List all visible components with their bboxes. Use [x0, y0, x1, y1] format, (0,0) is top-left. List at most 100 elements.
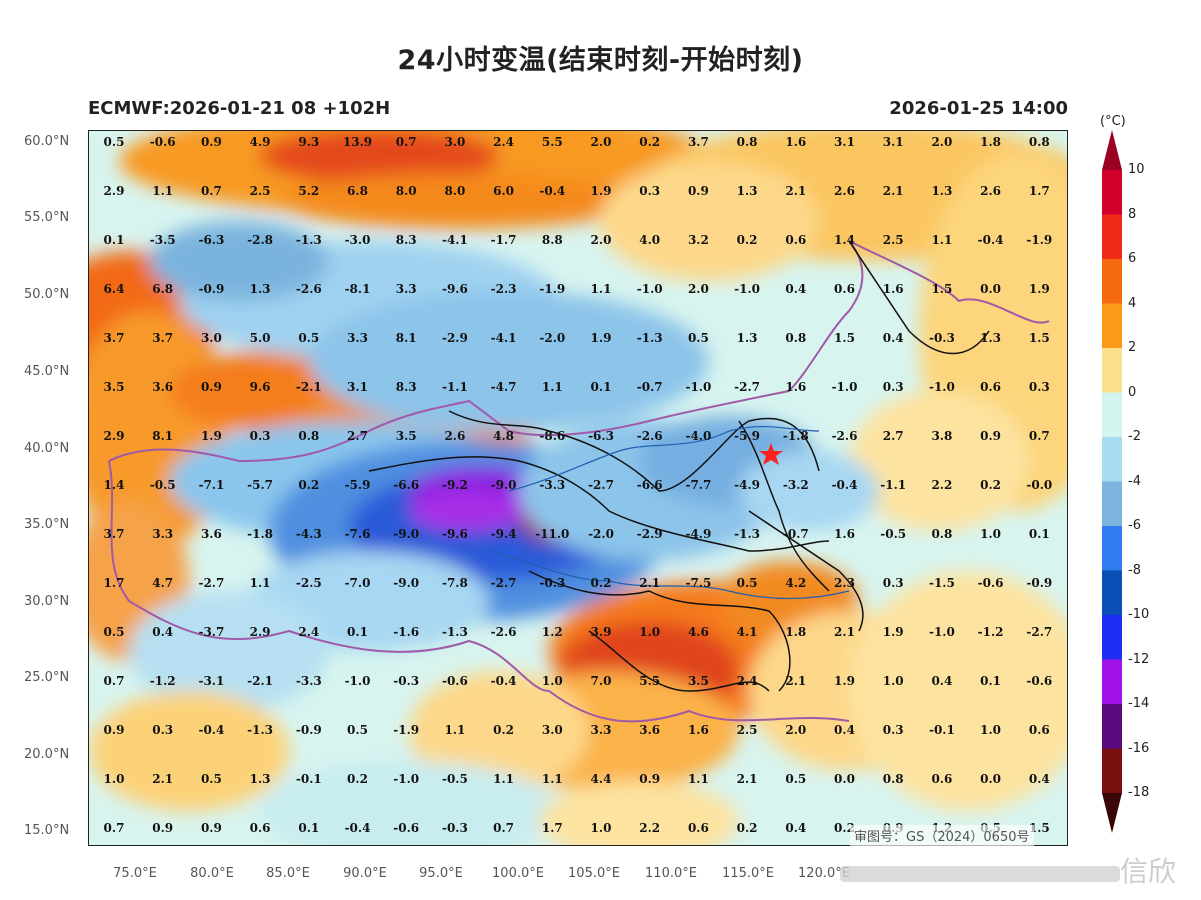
grid-value: 0.3 — [883, 576, 904, 590]
grid-value: -9.4 — [491, 527, 517, 541]
grid-value: -0.9 — [1026, 576, 1052, 590]
grid-value: -0.4 — [539, 184, 565, 198]
grid-value: 0.8 — [1029, 135, 1050, 149]
grid-value: 2.0 — [591, 135, 612, 149]
grid-value: 3.1 — [834, 135, 855, 149]
grid-value: 3.6 — [152, 380, 173, 394]
valid-time-label: 2026-01-25 14:00 — [889, 98, 1068, 119]
grid-value: 1.7 — [104, 576, 125, 590]
grid-value: -1.1 — [442, 380, 468, 394]
grid-value: -1.0 — [832, 380, 858, 394]
lat-label: 25.0°N — [24, 670, 70, 685]
grid-value: 0.6 — [785, 233, 806, 247]
grid-value: 2.5 — [737, 723, 758, 737]
grid-value: 2.9 — [250, 625, 271, 639]
colorbar-tick-label: -6 — [1128, 518, 1141, 533]
grid-value: -4.9 — [685, 527, 711, 541]
colorbar-tick-label: 4 — [1128, 295, 1137, 311]
grid-value: -2.9 — [637, 527, 663, 541]
grid-value: 1.1 — [542, 772, 563, 786]
grid-value: -2.6 — [491, 625, 517, 639]
colorbar-tick-label: -10 — [1128, 607, 1150, 622]
lon-label: 120.0°E — [798, 866, 850, 881]
grid-value: 1.9 — [1029, 282, 1050, 296]
lat-label: 45.0°N — [24, 364, 70, 379]
grid-value: 4.4 — [591, 772, 612, 786]
grid-value: -7.0 — [345, 576, 371, 590]
colorbar-segment — [1102, 437, 1122, 482]
grid-value: -11.0 — [535, 527, 569, 541]
grid-value: -8.6 — [539, 429, 565, 443]
grid-value: -4.1 — [491, 331, 517, 345]
grid-value: 0.5 — [785, 772, 806, 786]
grid-value: 0.9 — [104, 723, 125, 737]
lat-label: 60.0°N — [24, 134, 70, 149]
grid-value: -9.0 — [491, 478, 517, 492]
grid-value: -1.2 — [150, 674, 176, 688]
grid-value: 0.2 — [347, 772, 368, 786]
grid-value: 1.1 — [542, 380, 563, 394]
map-approval-number: 审图号：GS（2024）0650号 — [850, 825, 1034, 846]
grid-value: -7.7 — [685, 478, 711, 492]
grid-value: 2.1 — [152, 772, 173, 786]
grid-value: 1.0 — [883, 674, 904, 688]
grid-value: 3.0 — [201, 331, 222, 345]
grid-value: 8.3 — [396, 380, 417, 394]
grid-value: -1.6 — [393, 625, 419, 639]
grid-value: 0.1 — [104, 233, 125, 247]
grid-value: -2.6 — [296, 282, 322, 296]
model-run-label: ECMWF:2026-01-21 08 +102H — [88, 98, 391, 119]
lat-label: 40.0°N — [24, 441, 70, 456]
grid-value: -2.5 — [296, 576, 322, 590]
grid-value: -9.0 — [393, 576, 419, 590]
grid-value: 0.6 — [250, 821, 271, 835]
grid-value: 0.2 — [493, 723, 514, 737]
grid-value: -0.5 — [880, 527, 906, 541]
colorbar-tick-label: 0 — [1128, 384, 1137, 400]
grid-value: 1.4 — [104, 478, 125, 492]
grid-value: 0.0 — [980, 772, 1001, 786]
grid-value: 2.1 — [785, 184, 806, 198]
grid-value: 3.7 — [152, 331, 173, 345]
grid-value: -5.9 — [734, 429, 760, 443]
lon-label: 85.0°E — [266, 866, 310, 881]
grid-value: 0.6 — [1029, 723, 1050, 737]
grid-value: 0.5 — [298, 331, 319, 345]
grid-value: -1.0 — [393, 772, 419, 786]
grid-value: -3.2 — [783, 478, 809, 492]
grid-value: 1.3 — [980, 331, 1001, 345]
grid-value: 1.1 — [931, 233, 952, 247]
grid-value: 3.3 — [347, 331, 368, 345]
lat-label: 35.0°N — [24, 517, 70, 532]
grid-value: 0.8 — [785, 331, 806, 345]
grid-value: -0.9 — [198, 282, 224, 296]
grid-value: 0.6 — [980, 380, 1001, 394]
grid-value: -9.6 — [442, 527, 468, 541]
grid-value: -7.5 — [685, 576, 711, 590]
grid-value: 2.3 — [834, 576, 855, 590]
grid-value: 1.9 — [883, 625, 904, 639]
grid-value: 4.0 — [639, 233, 660, 247]
grid-value: 1.6 — [883, 282, 904, 296]
colorbar-tick-label: -18 — [1128, 785, 1150, 800]
grid-value: 3.8 — [931, 429, 952, 443]
grid-value: -1.3 — [637, 331, 663, 345]
grid-value: 4.1 — [737, 625, 758, 639]
grid-value: 3.3 — [152, 527, 173, 541]
colorbar-tick-label: 6 — [1128, 251, 1137, 266]
grid-value: 0.1 — [980, 674, 1001, 688]
grid-value: 0.5 — [201, 772, 222, 786]
colorbar-tick-label: -4 — [1128, 473, 1141, 489]
grid-value: 1.3 — [250, 772, 271, 786]
grid-value: 0.6 — [834, 282, 855, 296]
lat-label: 50.0°N — [24, 287, 70, 302]
grid-value: 0.9 — [639, 772, 660, 786]
grid-value: 1.3 — [737, 331, 758, 345]
grid-value: 4.9 — [250, 135, 271, 149]
grid-value: 0.2 — [298, 478, 319, 492]
grid-value: 1.8 — [785, 625, 806, 639]
grid-value: -6.6 — [393, 478, 419, 492]
grid-value: -1.0 — [345, 674, 371, 688]
brand-watermark: 信欣 — [1120, 855, 1177, 888]
grid-value: 1.1 — [591, 282, 612, 296]
